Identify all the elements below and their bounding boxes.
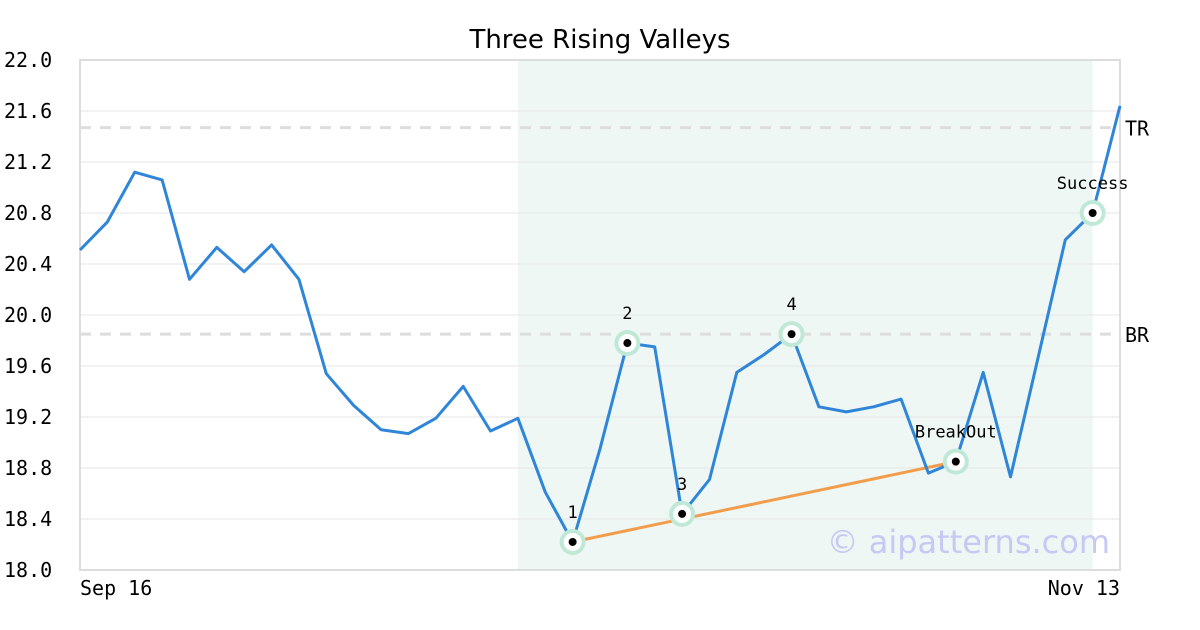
x-axis-ticks: Sep 16 Nov 13: [80, 576, 1120, 600]
pattern-point-label: 4: [786, 295, 796, 315]
marker-dot: [1088, 209, 1097, 217]
pattern-point-label: 1: [568, 503, 578, 523]
y-tick-label: 21.2: [4, 150, 52, 174]
y-tick-label: 20.4: [4, 252, 52, 276]
chart-title: Three Rising Valleys: [468, 25, 730, 55]
pattern-point-success: Success: [1057, 174, 1129, 226]
y-tick-label: 22.0: [4, 48, 52, 72]
marker-dot: [678, 509, 687, 518]
y-axis-ticks: 18.0 18.4 18.8 19.2 19.6 20.0 20.4 20.8 21.2 21.6…: [4, 48, 52, 582]
y-tick-label: 19.6: [4, 354, 52, 378]
watermark: © aipatterns.com: [827, 523, 1110, 561]
pattern-markers: 1 2 3 4 BreakOut Success: [559, 174, 1129, 555]
marker-dot: [951, 457, 960, 466]
level-label-br: BR: [1125, 323, 1150, 347]
valley-trendline: [572, 460, 957, 544]
y-tick-label: 18.4: [4, 507, 52, 531]
y-tick-label: 18.8: [4, 456, 52, 480]
pattern-point-label: 2: [622, 304, 632, 324]
marker-dot: [568, 537, 577, 546]
pattern-point-label: BreakOut: [915, 423, 997, 443]
pattern-point-breakout: BreakOut: [915, 423, 997, 475]
marker-dot: [623, 339, 632, 348]
pattern-point-4: 4: [778, 295, 805, 348]
level-lines: TR BR: [80, 117, 1150, 347]
y-tick-label: 20.0: [4, 303, 52, 327]
plot-frame: [79, 59, 1121, 571]
marker-dot: [787, 330, 796, 339]
pattern-point-2: 2: [614, 304, 641, 357]
y-tick-label: 21.6: [4, 99, 52, 123]
x-tick-label: Nov 13: [1048, 576, 1120, 600]
y-tick-label: 18.0: [4, 558, 52, 582]
pattern-point-label: Success: [1057, 174, 1129, 194]
pattern-point-1: 1: [559, 503, 586, 555]
level-label-tr: TR: [1125, 117, 1150, 141]
y-tick-label: 19.2: [4, 405, 52, 429]
x-tick-label: Sep 16: [80, 576, 152, 600]
pattern-point-3: 3: [669, 475, 696, 527]
y-tick-label: 20.8: [4, 201, 52, 225]
pattern-point-label: 3: [677, 475, 687, 495]
